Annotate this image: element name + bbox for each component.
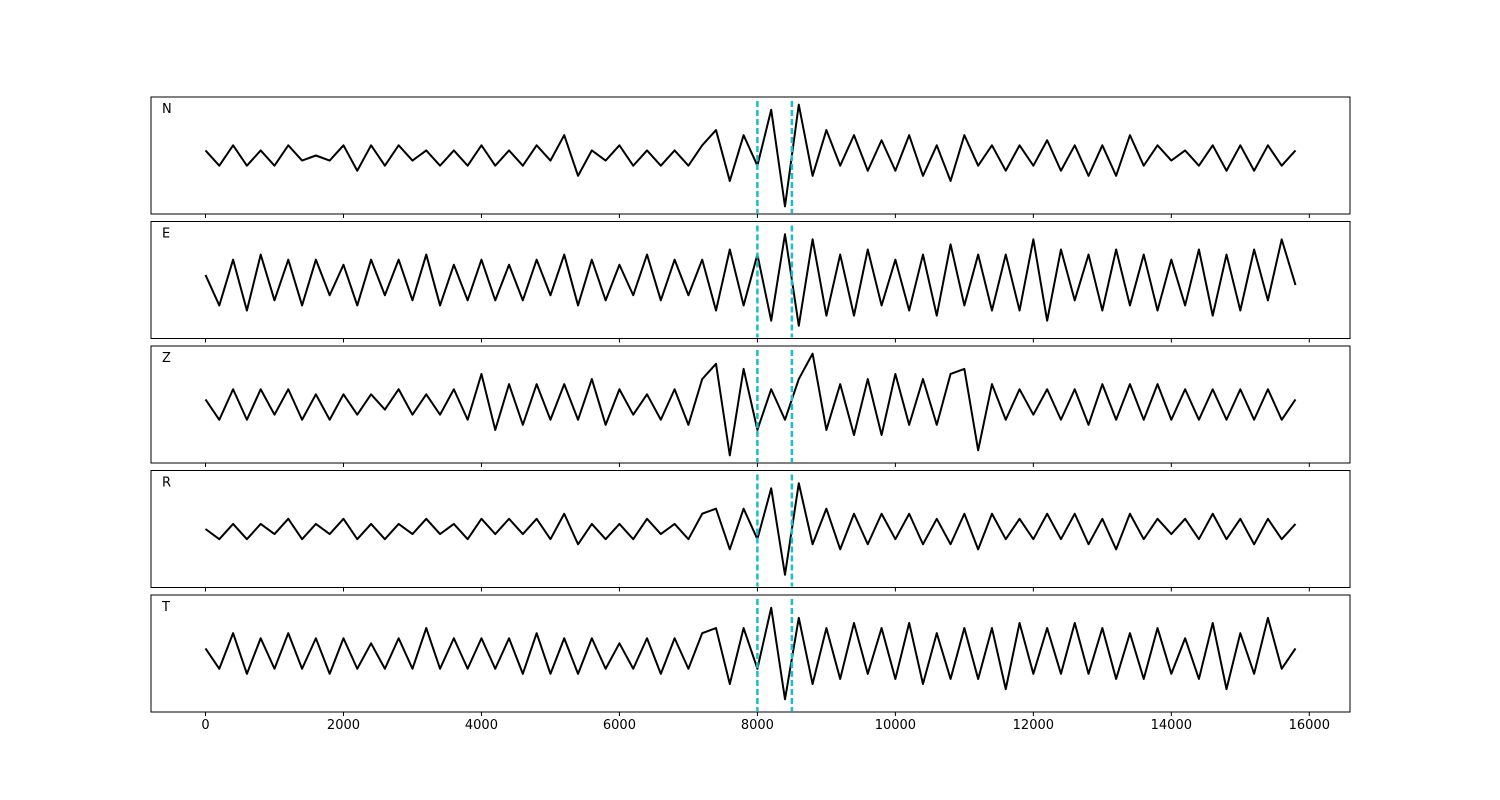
x-tick-label: 16000: [1289, 718, 1330, 733]
panel-frame: [150, 96, 1351, 215]
x-tick-label: 4000: [465, 718, 498, 733]
x-tick-label: 10000: [875, 718, 916, 733]
x-tick-label: 2000: [327, 718, 360, 733]
panel-label: R: [162, 476, 171, 491]
x-tick-label: 6000: [603, 718, 636, 733]
x-tick-label: 14000: [1151, 718, 1192, 733]
x-tick-label: 0: [201, 718, 209, 733]
panel-label: T: [161, 600, 170, 615]
waveform: [204, 606, 1297, 701]
waveform: [204, 352, 1297, 457]
panel-frame: [150, 345, 1351, 464]
waveform: [204, 103, 1297, 208]
x-tick-label: 12000: [1013, 718, 1054, 733]
waveform: [204, 482, 1297, 576]
panel-frame: [150, 594, 1351, 713]
waveform: [204, 233, 1297, 327]
x-tick-label: 8000: [741, 718, 774, 733]
panel-label: N: [162, 102, 172, 117]
panel-label: E: [162, 227, 170, 242]
panel-label: Z: [162, 351, 171, 366]
panel-frame: [150, 221, 1351, 339]
panel-frame: [150, 470, 1351, 588]
